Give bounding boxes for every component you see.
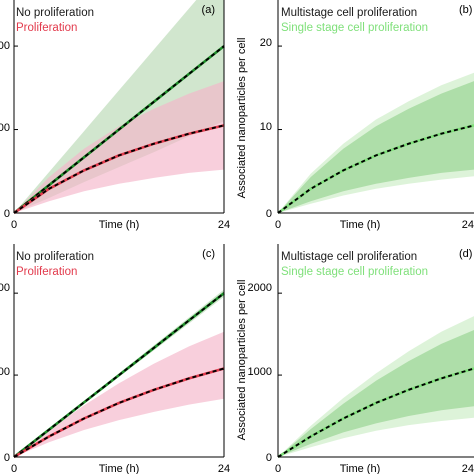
panel-b-xlabel: Time (h)	[340, 219, 381, 231]
panel-a-legend-1: No proliferation	[16, 7, 94, 19]
panel-b-xtick-0: 0	[275, 219, 281, 231]
panel-a-ytick-1: 00	[0, 122, 10, 134]
panel-d-legend-1: Multistage cell proliferation	[281, 251, 417, 263]
panel-b-dashed-1	[277, 124, 474, 214]
panel-a-ytick-2: 00	[0, 40, 10, 52]
panel-a-ytick-0: 0	[4, 208, 10, 220]
panel-d-xtick-0: 0	[275, 463, 281, 474]
panel-a-legend-2: Proliferation	[16, 22, 77, 34]
panel-a-label: (a)	[202, 4, 215, 16]
panel-a: 00 00 0 0 24 Time (h) No proliferation P…	[0, 0, 230, 231]
panel-c-ytick-1: 00	[0, 366, 10, 378]
panel-c-dashed-0	[13, 292, 225, 458]
panel-b-lines	[277, 124, 474, 215]
panel-a-xlabel: Time (h)	[99, 219, 140, 231]
panel-d-xtick-1: 24	[462, 463, 474, 474]
panel-b-xtick-1: 24	[462, 219, 474, 231]
panel-a-dashed-0	[13, 45, 225, 214]
panel-c-legend-1: No proliferation	[16, 251, 94, 263]
panel-a-band-0	[14, 0, 224, 213]
panel-c-legend-2: Proliferation	[16, 266, 77, 278]
panel-d-bands	[278, 316, 474, 457]
panel-c: 00 00 0 0 24 Time (h) No proliferation P…	[0, 244, 230, 474]
panel-a-dashed-1	[13, 124, 225, 214]
panel-d-ytick-0: 0	[266, 452, 272, 464]
panel-b-ytick-1: 10	[260, 121, 272, 133]
panel-b-ytick-2: 20	[260, 37, 272, 49]
panel-c-band-1	[14, 331, 224, 457]
panel-d-axes	[277, 244, 474, 458]
panel-b-label: (b)	[459, 4, 472, 16]
panel-c-dashed-1	[13, 367, 225, 458]
panel-b-band-0	[278, 81, 474, 213]
panel-c-xlabel: Time (h)	[99, 463, 140, 474]
panel-b-ytick-0: 0	[266, 208, 272, 220]
panel-a-axes	[13, 0, 225, 214]
panel-d: 2000 1000 0 0 24 Time (h) Associated nan…	[236, 244, 474, 474]
panel-d-xlabel: Time (h)	[340, 463, 381, 474]
panel-b-ylabel: Associated nanoparticles per cell	[236, 38, 248, 199]
panel-c-ytick-0: 0	[4, 452, 10, 464]
panel-d-label: (d)	[459, 248, 472, 260]
panel-c-xtick-1: 24	[218, 463, 230, 474]
panel-d-lines	[277, 367, 474, 459]
panel-a-lines	[13, 45, 225, 215]
panel-c-lines	[13, 292, 225, 459]
panel-d-ytick-1: 1000	[248, 366, 272, 378]
panel-d-legend-2: Single stage cell proliferation	[281, 266, 428, 278]
panel-c-ytick-2: 00	[0, 282, 10, 294]
panel-c-xtick-0: 0	[11, 463, 17, 474]
panel-a-xtick-0: 0	[11, 219, 17, 231]
panel-b-legend-2: Single stage cell proliferation	[281, 22, 428, 34]
panel-d-ylabel: Associated nanoparticles per cell	[236, 280, 248, 441]
panel-d-band-0	[278, 330, 474, 457]
panel-c-label: (c)	[202, 248, 215, 260]
panel-c-axes	[13, 244, 225, 458]
panel-d-dashed-1	[277, 367, 474, 458]
panel-b-legend-1: Multistage cell proliferation	[281, 7, 417, 19]
panel-b-axes	[277, 0, 474, 214]
panel-b: 20 10 0 0 24 Time (h) Associated nanopar…	[236, 0, 474, 231]
panel-d-ytick-2: 2000	[248, 282, 272, 294]
panel-a-xtick-1: 24	[218, 219, 230, 231]
